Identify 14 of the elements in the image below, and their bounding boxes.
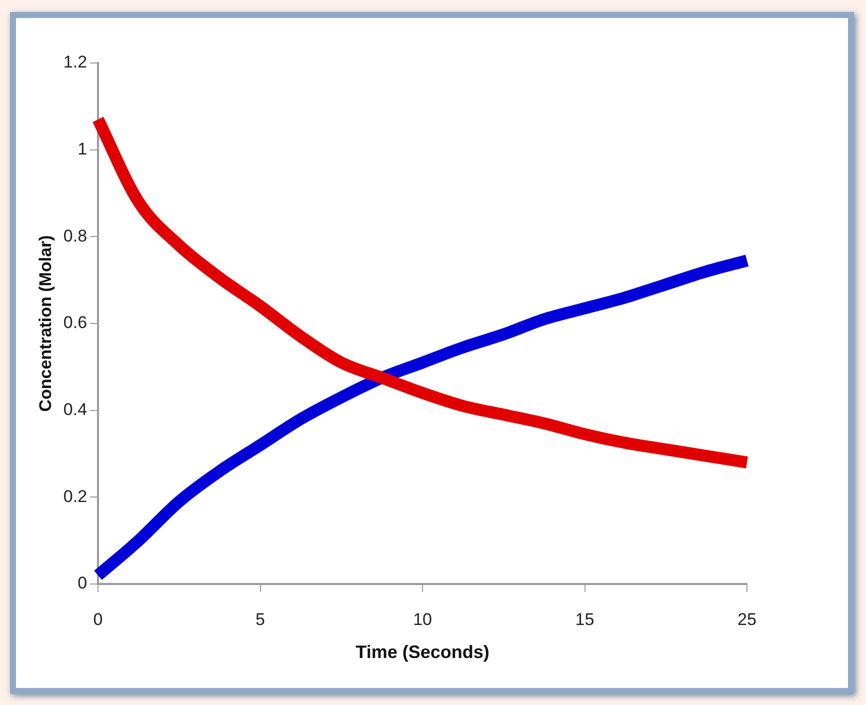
x-tick-label: 25 [738, 610, 756, 629]
y-tick-label: 0.4 [63, 400, 88, 420]
x-tick-label: 5 [256, 610, 266, 629]
x-tick-label: 0 [93, 610, 103, 629]
y-tick-label: 0.6 [63, 313, 88, 332]
y-tick-label: 1 [78, 140, 88, 159]
y-axis-title: Concentration (Molar) [36, 235, 55, 412]
x-tick-label: 10 [413, 610, 432, 629]
x-axis-title: Time (Seconds) [356, 642, 490, 662]
y-tick-label: 0 [78, 574, 88, 593]
y-tick-label: 0.2 [63, 486, 88, 506]
x-tick-label: 15 [575, 610, 594, 629]
y-tick-label: 1.2 [63, 52, 88, 72]
y-tick-label: 0.8 [63, 226, 88, 246]
